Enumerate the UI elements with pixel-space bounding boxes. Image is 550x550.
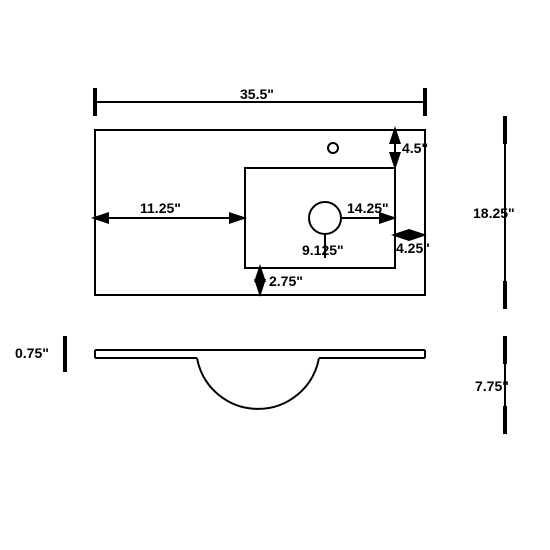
drain-circle — [309, 202, 341, 234]
label-inset-bottom: 2.75" — [269, 273, 303, 289]
faucet-hole — [328, 143, 338, 153]
label-basin-center: 9.125" — [302, 242, 344, 258]
label-inset-left: 11.25" — [140, 200, 181, 216]
label-inset-top: 4.5" — [402, 140, 428, 156]
label-total-height: 18.25" — [473, 205, 515, 221]
technical-drawing: 35.5" 18.25" 4.5" 11.25" 4.25" 14.25" 9.… — [0, 0, 550, 550]
label-profile-height: 7.75" — [475, 378, 509, 394]
label-basin-width: 14.25" — [347, 200, 389, 216]
label-total-width: 35.5" — [240, 86, 274, 102]
label-inset-right: 4.25" — [396, 240, 430, 256]
profile-bowl — [197, 358, 319, 409]
label-counter-thickness: 0.75" — [15, 345, 49, 361]
